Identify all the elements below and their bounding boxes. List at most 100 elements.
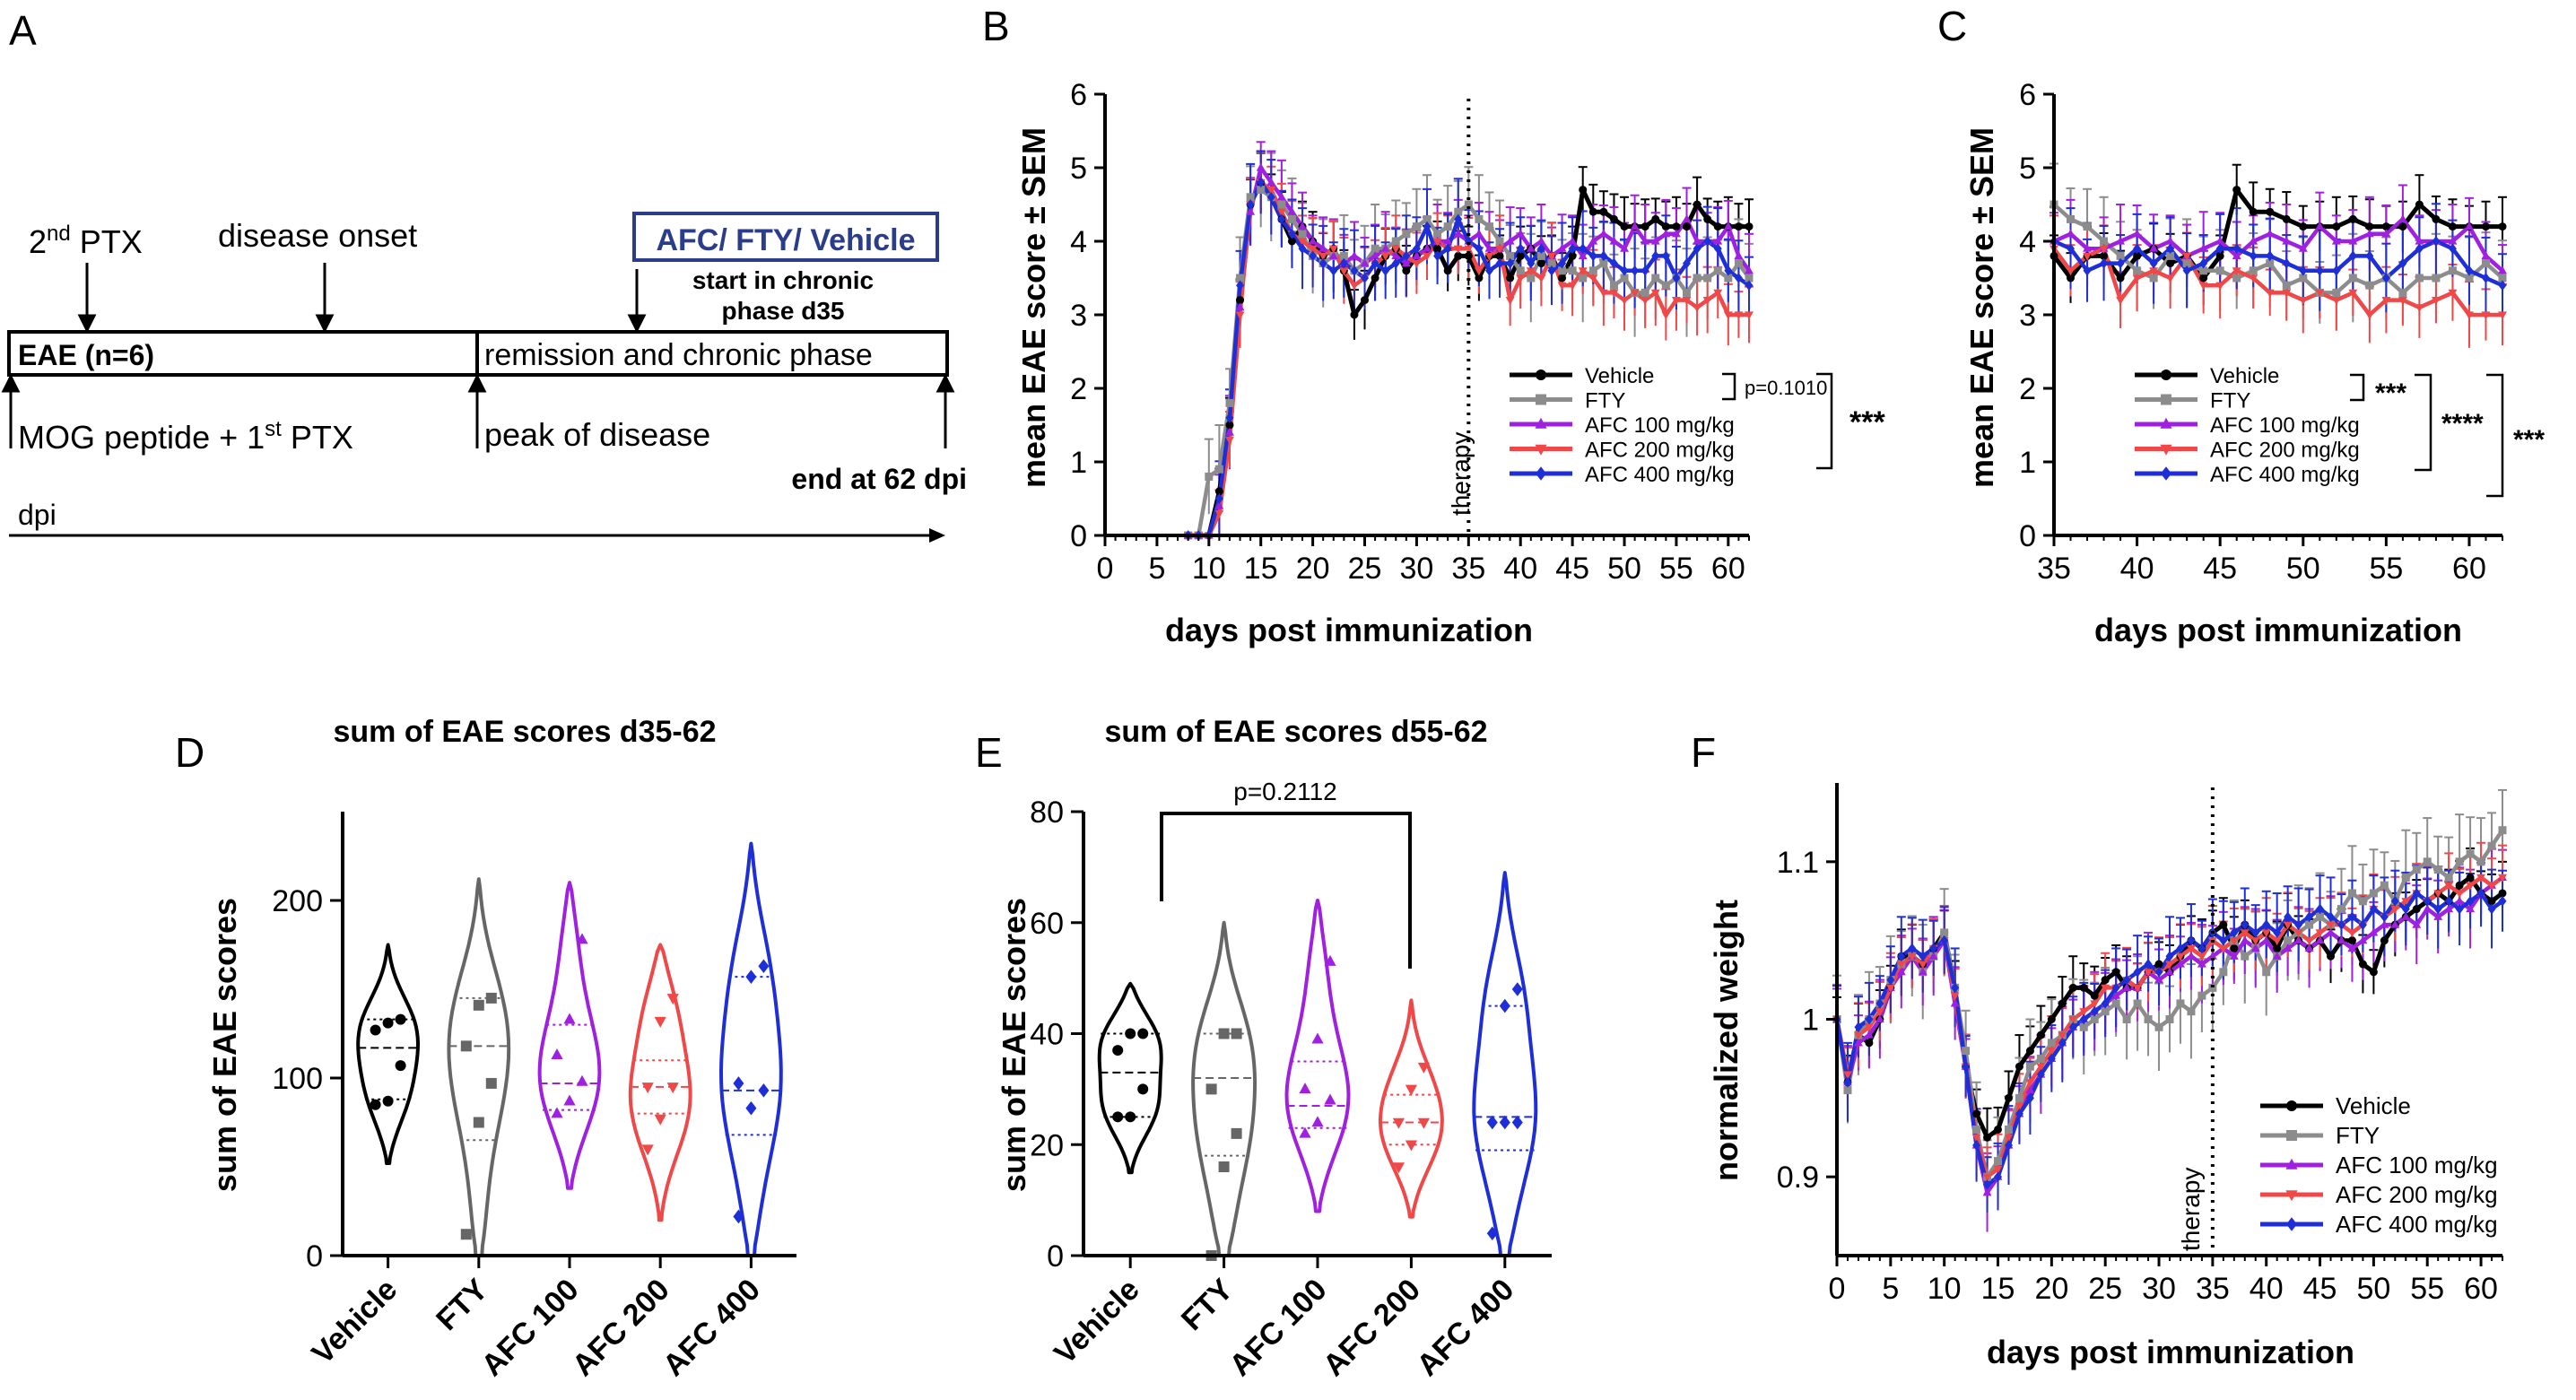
data-point <box>2229 951 2239 960</box>
data-point <box>1318 252 1328 261</box>
data-point <box>1475 214 1484 223</box>
data-point <box>1745 274 1754 283</box>
data-point <box>2154 975 2163 984</box>
start-chronic-line2: phase d35 <box>722 297 845 325</box>
data-point <box>1298 238 1307 247</box>
data-point <box>485 1077 497 1089</box>
data-point <box>1609 289 1619 298</box>
legend-swatch-marker <box>2160 444 2172 456</box>
data-point <box>1588 274 1598 283</box>
data-point <box>1908 943 1917 954</box>
data-point <box>2066 229 2076 238</box>
data-point <box>2481 251 2491 259</box>
data-point <box>1246 199 1255 210</box>
data-point <box>1875 998 1884 1009</box>
data-point <box>1391 237 1400 246</box>
data-point <box>2047 1053 2056 1065</box>
data-point <box>1443 236 1453 245</box>
data-point <box>2348 250 2357 262</box>
data-point <box>2369 903 2378 915</box>
data-point <box>2369 968 2378 977</box>
data-point <box>1579 186 1588 195</box>
data-point <box>2198 282 2208 291</box>
data-point <box>2116 297 2126 305</box>
series-points <box>1832 826 2507 1196</box>
data-point <box>1349 282 1359 291</box>
data-point <box>2079 983 2088 992</box>
disease-onset-label: disease onset <box>218 217 417 254</box>
data-point <box>1391 251 1401 259</box>
data-point <box>1484 252 1494 261</box>
data-point <box>1401 258 1411 267</box>
data-point <box>1256 162 1266 171</box>
data-point <box>1246 206 1256 215</box>
data-point <box>2348 236 2358 245</box>
data-point <box>2364 311 2374 320</box>
data-point <box>2047 1039 2056 1048</box>
data-point <box>2369 927 2379 936</box>
significance-vehicle-afc200: **** <box>2441 409 2484 439</box>
data-point <box>2116 236 2126 245</box>
data-point <box>1661 250 1670 262</box>
data-point <box>2305 920 2314 929</box>
y-tick-label: 60 <box>1030 907 1064 941</box>
data-point <box>2197 991 2206 1000</box>
data-point <box>2423 857 2432 866</box>
data-point <box>2116 251 2125 260</box>
series-line <box>2053 239 2503 288</box>
data-point <box>2090 1005 2099 1017</box>
data-point <box>2199 266 2208 275</box>
data-point <box>1693 243 1701 255</box>
data-point <box>2293 935 2303 944</box>
x-tick-label: AFC 100 <box>1223 1273 1334 1383</box>
x-tick-label: 20 <box>2034 1272 2068 1306</box>
x-tick-label: FTY <box>430 1273 495 1338</box>
data-point <box>2348 289 2358 298</box>
data-point <box>1693 304 1702 313</box>
significance-overall: *** <box>1849 405 1885 439</box>
data-point <box>2154 960 2163 969</box>
axes: 0 5 10 15 20 25 30 35 40 45 50 55 60 0.9 1 1.1 <box>1777 783 2503 1306</box>
violin-shape <box>1472 871 1538 1257</box>
legend-swatch-marker <box>2286 1217 2297 1231</box>
data-point <box>1609 281 1618 290</box>
data-point <box>2249 236 2258 245</box>
data-point <box>2197 943 2206 954</box>
data-point <box>1536 236 1546 245</box>
data-point <box>1391 257 1400 269</box>
data-point <box>2465 311 2474 320</box>
data-point <box>1713 266 1722 275</box>
data-point <box>2380 919 2389 928</box>
data-point <box>1983 1133 1992 1142</box>
data-point <box>1392 1162 1405 1174</box>
data-point <box>2481 222 2490 231</box>
data-point <box>2219 920 2228 929</box>
data-point <box>2015 1109 2023 1119</box>
data-point <box>2004 1125 2013 1134</box>
data-point <box>1484 222 1493 231</box>
data-point <box>758 959 770 974</box>
data-point <box>576 1074 588 1086</box>
data-point <box>1671 229 1681 238</box>
data-point <box>2304 937 2314 946</box>
data-point <box>2293 929 2303 938</box>
data-point <box>1231 1028 1242 1039</box>
data-point <box>2326 921 2336 930</box>
data-point <box>2232 243 2241 255</box>
data-point <box>2412 919 2422 928</box>
x-tick-label: 40 <box>1503 552 1537 586</box>
data-point <box>2241 919 2250 930</box>
data-point <box>2315 289 2325 298</box>
data-point <box>2299 265 2308 276</box>
data-point <box>1423 221 1432 232</box>
x-axis-label: days post immunization <box>1987 1334 2354 1370</box>
data-point <box>1683 288 1692 297</box>
data-point <box>1236 296 1245 305</box>
data-point <box>1392 1117 1405 1129</box>
data-point <box>2347 936 2356 945</box>
data-point <box>1495 251 1504 260</box>
data-point <box>641 1083 654 1094</box>
data-point <box>2149 274 2158 283</box>
therapy-annotation: therapy <box>1447 432 1475 516</box>
